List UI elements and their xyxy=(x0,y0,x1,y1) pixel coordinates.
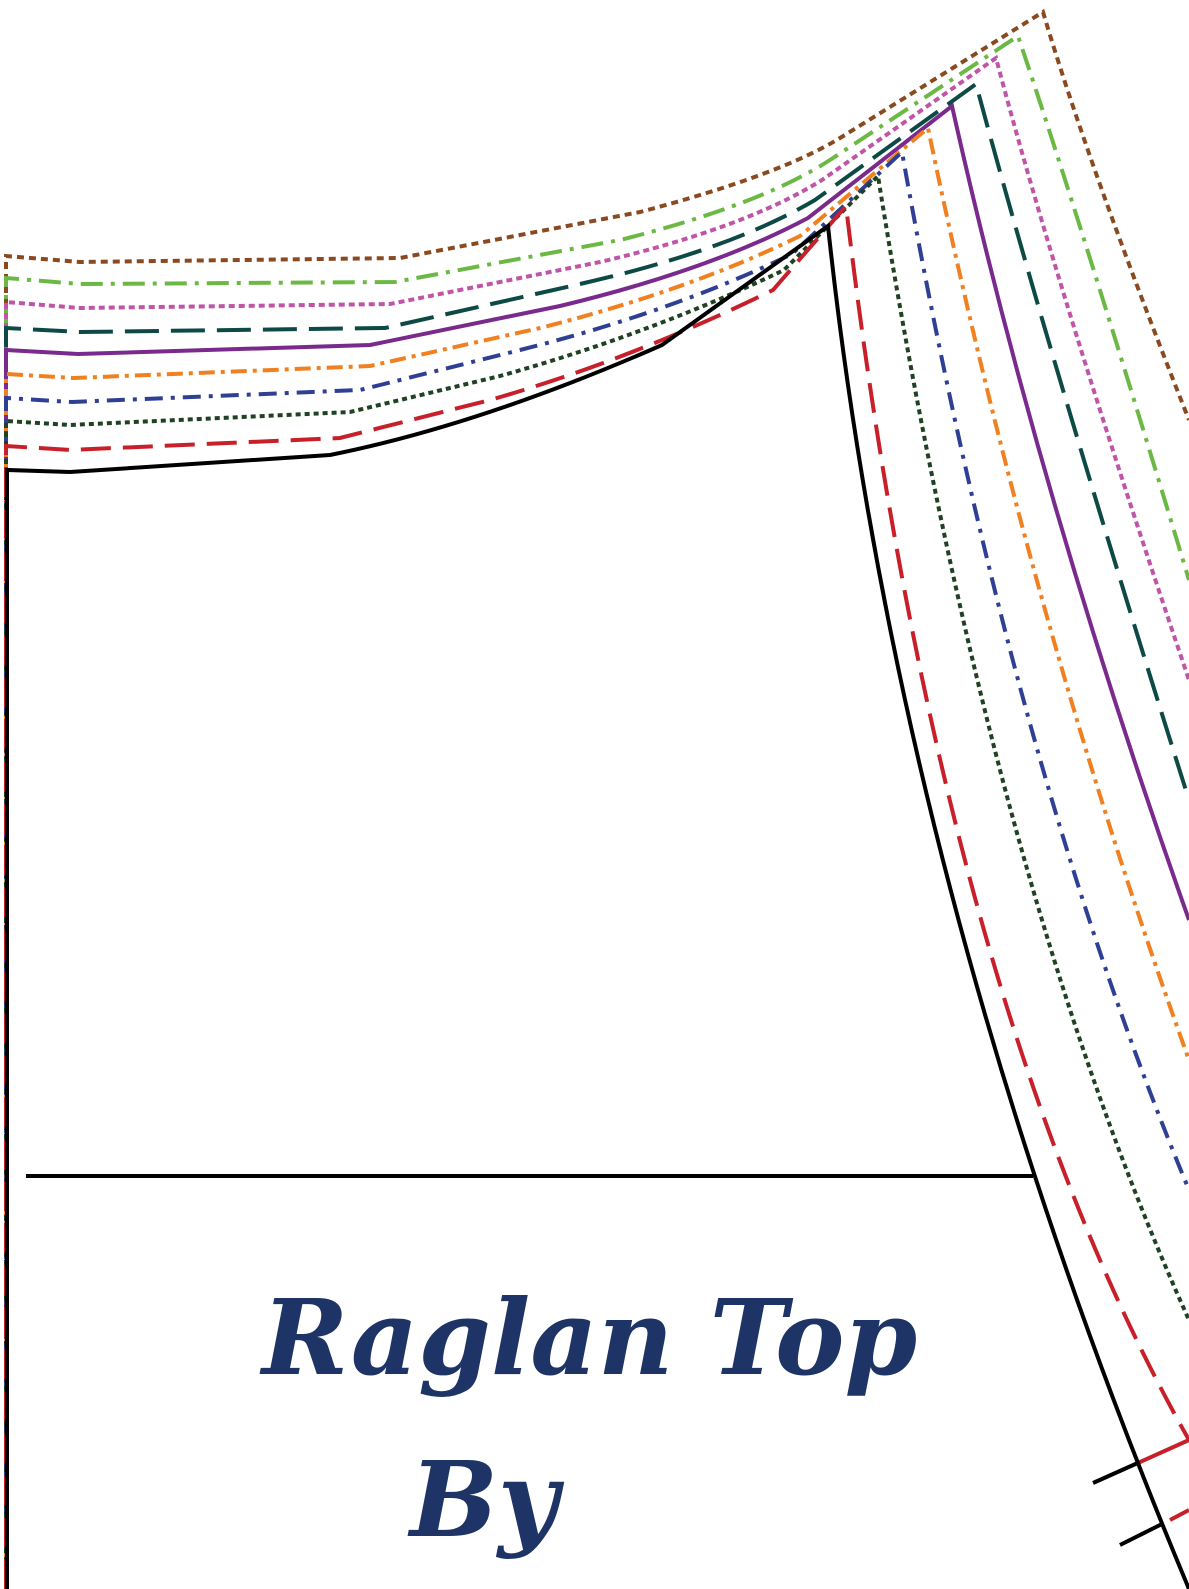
notch-mark xyxy=(1119,1522,1163,1547)
pattern-byline: By xyxy=(407,1438,565,1561)
size-line-blue xyxy=(4,148,1189,1589)
size-line-orange xyxy=(4,124,1189,1589)
cut-line xyxy=(5,222,1189,1589)
size-line-teal xyxy=(4,80,1189,1589)
notch-mark-red xyxy=(1169,1508,1189,1522)
size-line-dark-green xyxy=(3,171,1189,1589)
size-line-brown xyxy=(3,8,1189,1589)
size-line-red xyxy=(3,201,1189,1589)
size-line-pink xyxy=(3,54,1189,1589)
notch-mark-red xyxy=(1139,1438,1189,1464)
pattern-title: Raglan Top xyxy=(259,1276,917,1399)
size-line-green xyxy=(3,32,1189,1589)
size-line-purple xyxy=(3,102,1189,1589)
notch-mark xyxy=(1092,1460,1141,1485)
